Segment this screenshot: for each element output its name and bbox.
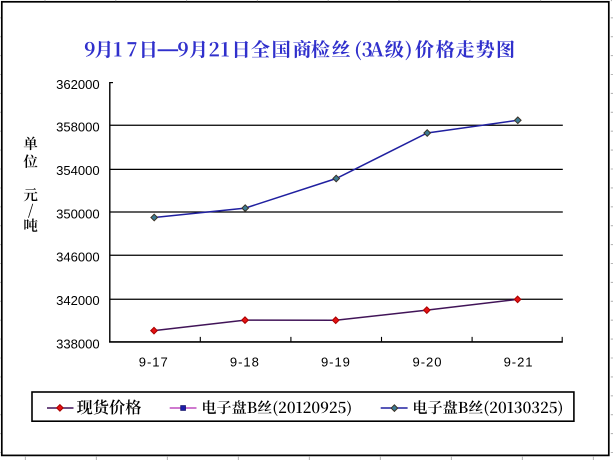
svg-text:9-17: 9-17 (139, 355, 169, 370)
svg-text:346000: 346000 (56, 250, 100, 265)
svg-text:350000: 350000 (56, 206, 100, 221)
svg-text:9-20: 9-20 (413, 355, 443, 370)
svg-text:9-18: 9-18 (230, 355, 260, 370)
svg-text:9-21: 9-21 (504, 355, 534, 370)
svg-text:358000: 358000 (56, 120, 100, 135)
svg-text:342000: 342000 (56, 293, 100, 308)
svg-text:362000: 362000 (56, 77, 100, 92)
svg-text:338000: 338000 (56, 336, 100, 351)
svg-text:9-19: 9-19 (321, 355, 351, 370)
svg-text:354000: 354000 (56, 163, 100, 178)
